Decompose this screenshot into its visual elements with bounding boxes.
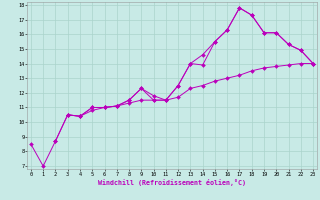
X-axis label: Windchill (Refroidissement éolien,°C): Windchill (Refroidissement éolien,°C)	[98, 179, 246, 186]
